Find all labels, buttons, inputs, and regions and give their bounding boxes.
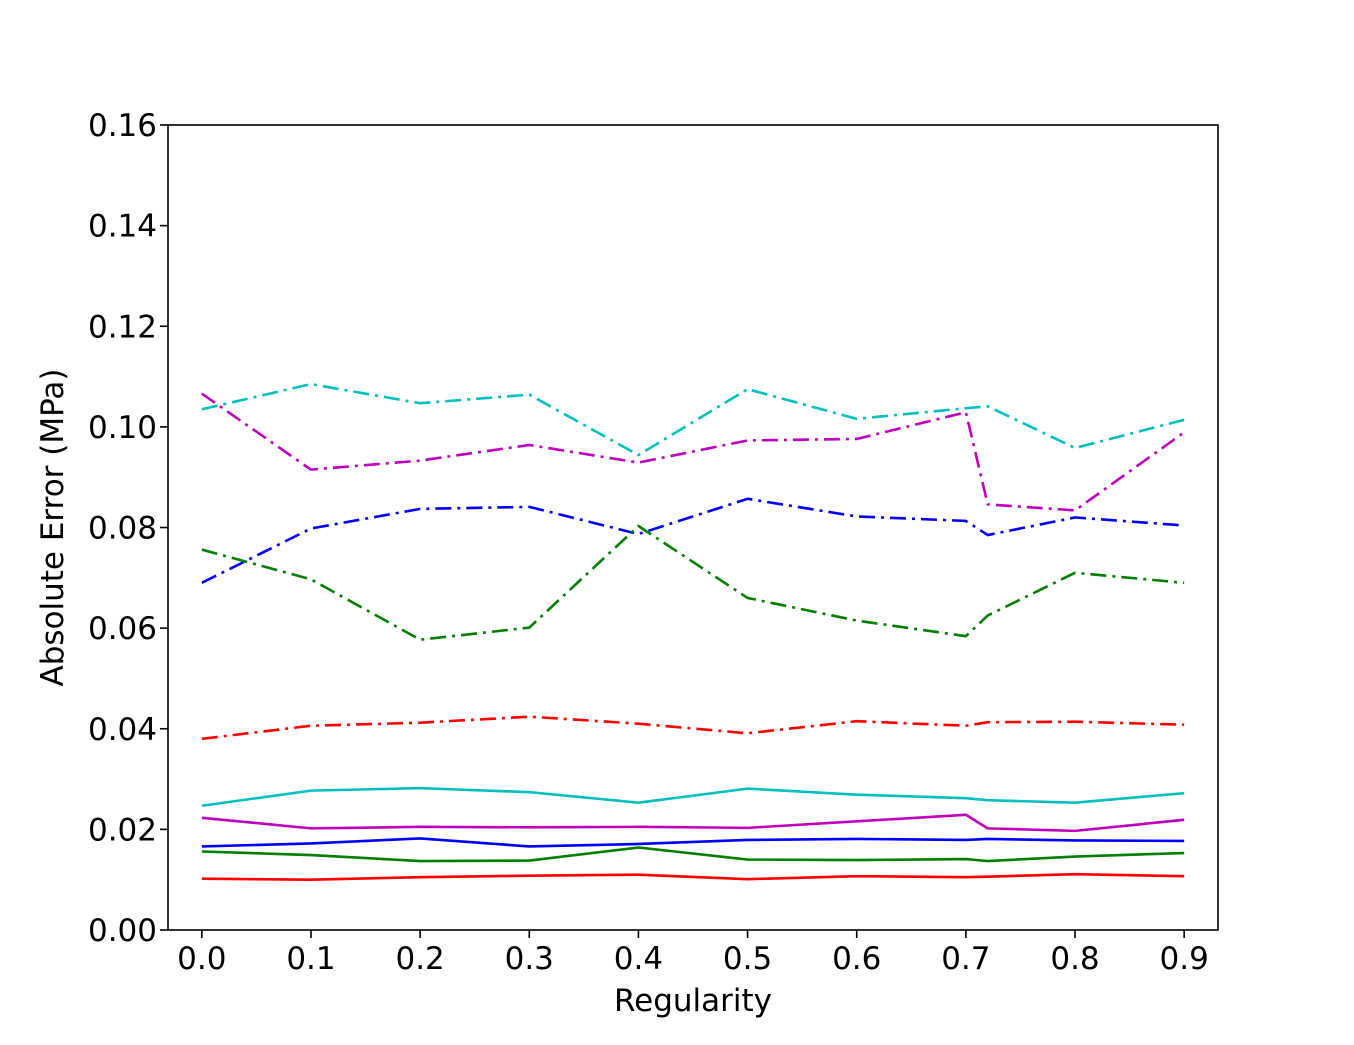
y-axis-label: Absolute Error (MPa) [35, 369, 71, 687]
plot-frame [167, 124, 1219, 931]
x-tick-label: 0.9 [1160, 941, 1209, 977]
series-line-5-solid [201, 786, 1185, 808]
x-tick-label: 0.5 [723, 941, 772, 977]
series-line-1-solid [201, 837, 1185, 848]
x-tick-label: 0.2 [395, 941, 444, 977]
y-tick-label: 0.08 [88, 511, 157, 547]
x-tick-label: 0.0 [177, 941, 226, 977]
series-line-8-dashdot [201, 524, 1185, 642]
x-tick-label: 0.1 [286, 941, 335, 977]
y-tick-label: 0.16 [88, 108, 157, 144]
x-axis-ticks: 0.0 0.1 0.2 0.3 0.4 0.5 0.6 0.7 0.8 0.9 [177, 930, 1209, 977]
y-tick-label: 0.02 [88, 812, 157, 848]
y-tick-label: 0.04 [88, 712, 157, 748]
y-tick-label: 0.10 [88, 410, 157, 446]
series-line-2-solid [201, 872, 1185, 881]
series-line-4-solid [201, 813, 1185, 833]
series-line-7-dashdot [201, 715, 1185, 741]
x-tick-label: 0.4 [614, 941, 663, 977]
x-tick-label: 0.7 [941, 941, 990, 977]
x-tick-label: 0.8 [1050, 941, 1099, 977]
y-tick-label: 0.12 [88, 309, 157, 345]
x-tick-label: 0.3 [505, 941, 554, 977]
y-tick-label: 0.14 [88, 209, 157, 245]
x-axis-label: Regularity [614, 983, 772, 1019]
y-axis-ticks: 0.00 0.02 0.04 0.06 0.08 0.10 0.12 0.14 0.16 [88, 108, 168, 949]
series-line-3-solid [201, 846, 1185, 863]
y-tick-label: 0.00 [88, 913, 157, 949]
series-line-9-dashdot [201, 392, 1185, 512]
series-layer [201, 382, 1185, 881]
series-line-10-dashdot [201, 382, 1185, 457]
y-tick-label: 0.06 [88, 611, 157, 647]
series-line-6-dashdot [201, 497, 1185, 585]
x-tick-label: 0.6 [832, 941, 881, 977]
